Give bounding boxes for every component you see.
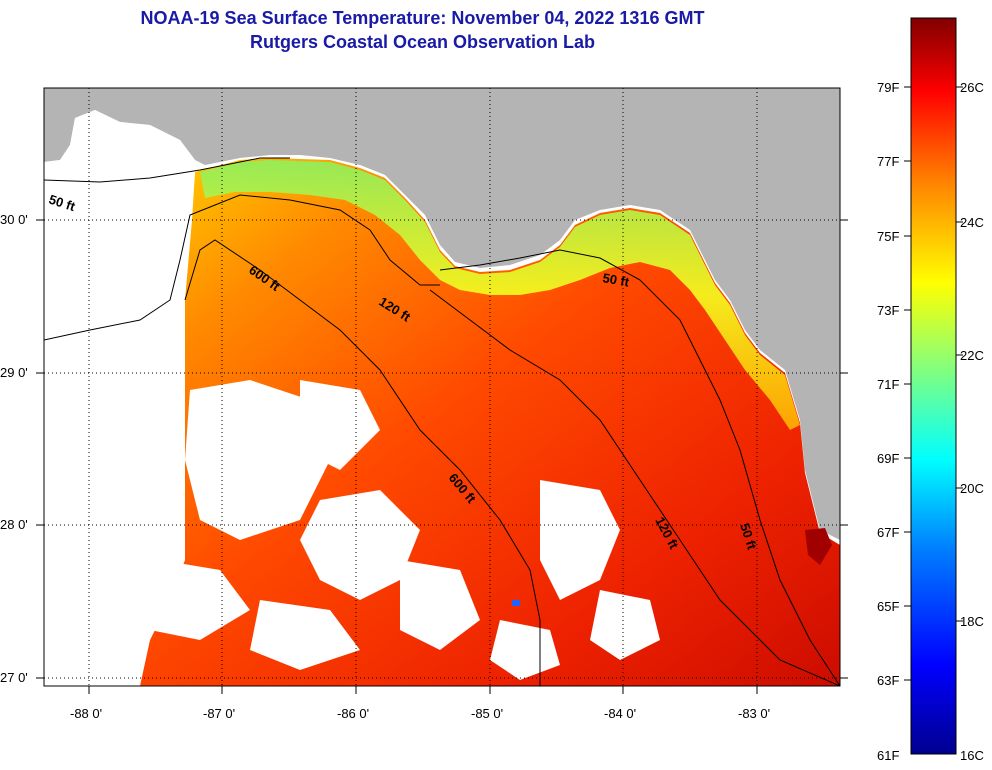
warm-bay	[805, 528, 832, 565]
colorbar-label-c: 18C	[960, 614, 984, 629]
lon-labels: -88 0' -87 0' -86 0' -85 0' -84 0' -83 0…	[70, 706, 770, 721]
lon-tick-label: -88 0'	[70, 706, 102, 721]
lon-tick-label: -83 0'	[738, 706, 770, 721]
lat-tick-label: 27 0'	[0, 670, 28, 685]
colorbar-label-f: 77F	[877, 154, 899, 169]
colorbar-label-c: 16C	[960, 748, 984, 763]
colorbar-label-f: 67F	[877, 525, 899, 540]
lat-tick-label: 30 0'	[0, 212, 28, 227]
colorbar-label-f: 65F	[877, 599, 899, 614]
lat-tick-label: 28 0'	[0, 517, 28, 532]
land-area	[44, 88, 840, 540]
colorbar-label-f: 63F	[877, 673, 899, 688]
lat-labels: 30 0' 29 0' 28 0' 27 0'	[0, 212, 28, 685]
cold-spot	[512, 600, 520, 606]
tick-marks	[36, 219, 848, 694]
colorbar-label-f: 69F	[877, 451, 899, 466]
colorbar-c-labels: 26C 24C 22C 20C 18C 16C	[960, 80, 984, 763]
graticule	[44, 88, 840, 686]
depth-contours	[44, 157, 840, 686]
colorbar-label-c: 24C	[960, 215, 984, 230]
lon-tick-label: -86 0'	[337, 706, 369, 721]
colorbar-label-f: 75F	[877, 229, 899, 244]
lon-tick-label: -84 0'	[604, 706, 636, 721]
coastal-band	[200, 160, 800, 430]
lat-tick-label: 29 0'	[0, 365, 28, 380]
colorbar-f-labels: 79F 77F 75F 73F 71F 69F 67F 65F 63F 61F	[877, 80, 899, 763]
colorbar	[910, 17, 957, 755]
colorbar-ticks	[904, 86, 963, 681]
colorbar-label-f: 73F	[877, 303, 899, 318]
colorbar-label-c: 20C	[960, 481, 984, 496]
colorbar-label-f: 61F	[877, 748, 899, 763]
map-subtitle: Rutgers Coastal Ocean Observation Lab	[249, 32, 596, 52]
colorbar-label-f: 79F	[877, 80, 899, 95]
lon-tick-label: -87 0'	[203, 706, 235, 721]
map-title: NOAA-19 Sea Surface Temperature: Novembe…	[140, 8, 705, 28]
lon-tick-label: -85 0'	[471, 706, 503, 721]
no-data-region	[44, 110, 195, 686]
map-frame	[43, 87, 841, 687]
contour-label: 50 ft	[601, 270, 631, 290]
colorbar-label-c: 22C	[960, 348, 984, 363]
colorbar-label-f: 71F	[877, 377, 899, 392]
colorbar-label-c: 26C	[960, 80, 984, 95]
